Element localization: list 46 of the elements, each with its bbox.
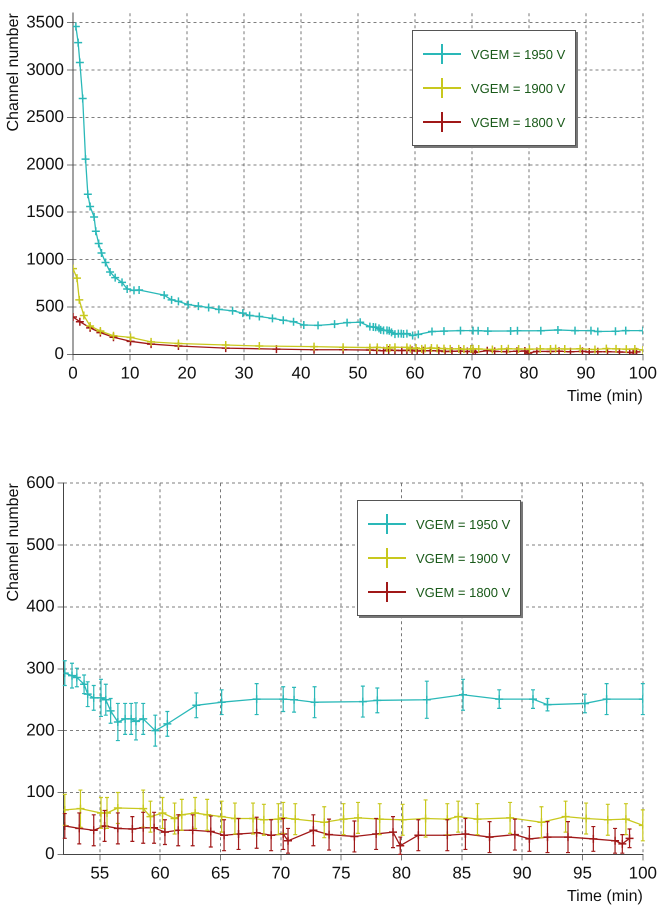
legend-label: VGEM = 1950 V [416,516,510,532]
x-tick-label: 70 [462,363,482,382]
x-tick-label: 0 [68,363,78,382]
y-tick-label: 600 [26,472,55,492]
y-tick-label: 2500 [26,107,64,126]
x-tick-label: 60 [405,363,424,382]
x-tick-label: 40 [291,363,310,382]
x-tick-label: 80 [392,863,411,882]
x-tick-label: 30 [234,363,254,382]
x-tick-label: 70 [271,863,290,882]
y-tick-label: 3500 [26,12,64,32]
y-tick-label: 2000 [26,154,64,174]
x-tick-label: 55 [90,863,110,882]
y-tick-label: 0 [54,344,64,364]
x-tick-label: 10 [120,363,140,382]
y-tick-label: 1000 [26,249,64,268]
x-tick-label: 85 [452,863,472,882]
x-tick-label: 80 [519,363,538,382]
x-tick-label: 100 [628,363,658,382]
x-tick-label: 60 [150,863,170,882]
y-tick-label: 300 [26,658,55,678]
x-tick-label: 20 [178,363,196,382]
legend-label: VGEM = 1800 V [416,584,510,600]
x-axis-title: Time (min) [566,388,643,405]
legend-label: VGEM = 1950 V [471,46,566,62]
x-tick-label: 95 [573,863,592,882]
y-tick-label: 400 [26,596,55,616]
x-tick-label: 50 [348,363,368,382]
y-tick-label: 3000 [26,60,64,79]
x-tick-label: 90 [512,863,532,882]
y-tick-label: 200 [26,720,55,740]
legend-label: VGEM = 1900 V [471,80,566,96]
y-axis-title: Channel number [5,482,22,602]
legend-label: VGEM = 1900 V [416,550,510,566]
y-tick-label: 100 [26,782,55,802]
y-tick-label: 500 [36,296,64,316]
legend-label: VGEM = 1800 V [471,114,566,130]
y-tick-label: 0 [45,844,55,864]
y-axis-title: Channel number [5,12,22,132]
x-tick-label: 90 [576,363,596,382]
x-axis-title: Time (min) [566,888,643,905]
y-tick-label: 1500 [26,202,64,221]
x-tick-label: 75 [332,863,351,882]
y-tick-label: 500 [26,534,55,554]
x-tick-label: 65 [210,863,230,882]
x-tick-label: 100 [628,863,658,882]
